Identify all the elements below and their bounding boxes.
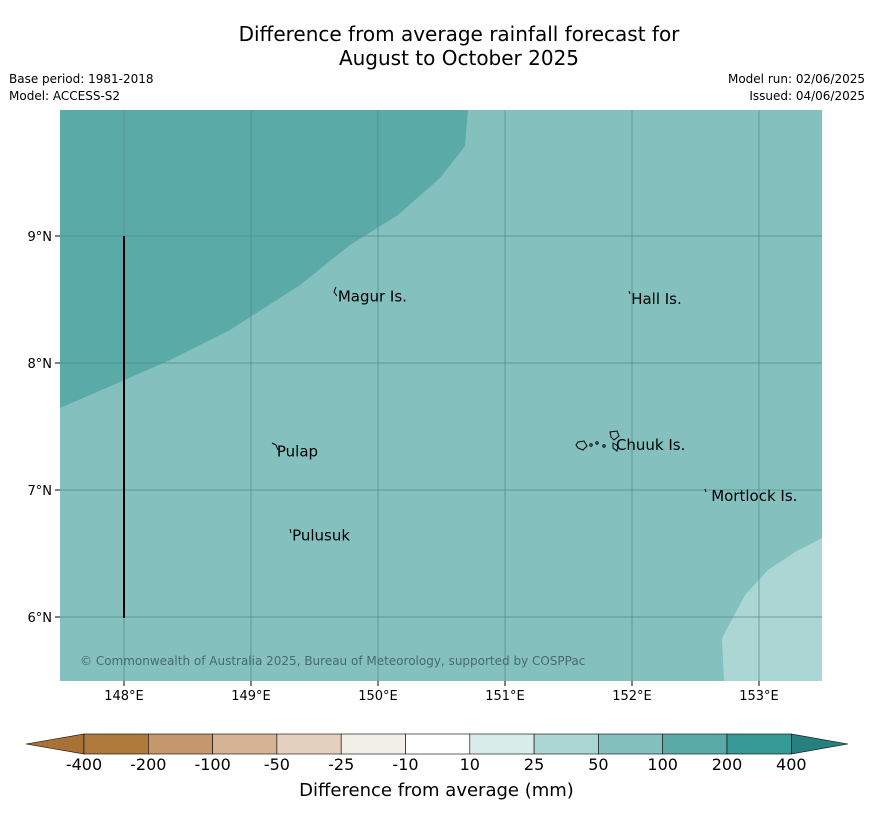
- colorbar-segment: [405, 733, 471, 755]
- colorbar-segment: [83, 733, 149, 755]
- meta-right: Model run: 02/06/2025 Issued: 04/06/2025: [728, 71, 865, 105]
- map-panel: © Commonwealth of Australia 2025, Bureau…: [60, 110, 822, 681]
- colorbar-tick-label: -25: [328, 755, 355, 774]
- lon-tick-label: 150°E: [358, 689, 398, 704]
- place-label: Chuuk Is.: [616, 436, 685, 454]
- region-25-50: [722, 538, 822, 681]
- magur-island-shape: [333, 286, 338, 297]
- colorbar-extend-low: [25, 733, 85, 755]
- title-line-1: Difference from average rainfall forecas…: [238, 22, 680, 46]
- copyright-text: © Commonwealth of Australia 2025, Bureau…: [80, 654, 585, 668]
- model-name: Model: ACCESS-S2: [9, 89, 121, 103]
- colorbar-segment: [726, 733, 792, 755]
- meta-left: Base period: 1981-2018 Model: ACCESS-S2: [9, 71, 154, 105]
- colorbar-segment: [533, 733, 599, 755]
- colorbar-tick-label: 200: [711, 755, 743, 774]
- base-period: Base period: 1981-2018: [9, 72, 154, 86]
- model-run: Model run: 02/06/2025: [727, 72, 865, 86]
- colorbar-tick-label: -10: [392, 755, 419, 774]
- latitude-axis: 9°N 8°N 7°N 6°N: [28, 230, 60, 626]
- colorbar-segment: [212, 733, 278, 755]
- lon-tick-label: 152°E: [612, 689, 652, 704]
- colorbar-segment: [662, 733, 728, 755]
- colorbar-tick-label: -100: [194, 755, 231, 774]
- colorbar-tick-label: -50: [263, 755, 290, 774]
- colorbar: [25, 733, 849, 755]
- hall-island-shape: [628, 290, 631, 295]
- colorbar-tick-label: 400: [776, 755, 807, 774]
- gridlines: [60, 110, 822, 681]
- colorbar-segment: [340, 733, 406, 755]
- place-label: Pulap: [277, 443, 318, 461]
- colorbar-label: Difference from average (mm): [299, 780, 574, 801]
- lat-tick-label: 6°N: [28, 611, 53, 626]
- longitude-axis: 148°E 149°E 150°E 151°E 152°E 153°E: [104, 681, 779, 704]
- lon-tick-label: 153°E: [739, 689, 779, 704]
- place-label: Mortlock Is.: [711, 487, 797, 505]
- colorbar-ticks: -400 -200 -100 -50 -25 -10 10 25 50 100 200 400: [0, 755, 873, 777]
- place-label: Hall Is.: [631, 290, 682, 308]
- title-line-2: August to October 2025: [338, 46, 580, 70]
- colorbar-extend-high: [790, 733, 849, 755]
- colorbar-tick-label: 50: [588, 755, 609, 774]
- mortlock-island-shape: [704, 488, 707, 493]
- colorbar-segment: [148, 733, 213, 755]
- colorbar-tick-label: -200: [130, 755, 167, 774]
- island-outlines: [271, 286, 707, 534]
- chuuk-island-shape: [575, 430, 620, 452]
- place-label: Pulusuk: [292, 526, 350, 544]
- colorbar-tick-label: 25: [523, 755, 545, 774]
- pulusuk-island-shape: [289, 528, 292, 534]
- colorbar-tick-label: -400: [65, 755, 103, 774]
- colorbar-segment: [598, 733, 664, 755]
- region-100-200: [60, 110, 468, 408]
- colorbar-tick-label: 100: [647, 755, 678, 774]
- lat-tick-label: 8°N: [28, 357, 53, 372]
- lat-tick-label: 7°N: [28, 484, 53, 499]
- lat-tick-label: 9°N: [28, 230, 53, 245]
- lon-tick-label: 148°E: [104, 689, 144, 704]
- colorbar-segment: [276, 733, 342, 755]
- colorbar-tick-label: 10: [459, 755, 480, 774]
- colorbar-segment: [469, 733, 535, 755]
- lon-tick-label: 149°E: [231, 689, 271, 704]
- issued-date: Issued: 04/06/2025: [749, 89, 865, 103]
- place-labels: Magur Is. Hall Is. Pulap Chuuk Is. Mortlock …: [277, 288, 798, 545]
- lon-tick-label: 151°E: [485, 689, 525, 704]
- pulap-island-shape: [271, 442, 279, 451]
- place-label: Magur Is.: [338, 288, 407, 306]
- map-title: Difference from average rainfall forecas…: [0, 22, 873, 70]
